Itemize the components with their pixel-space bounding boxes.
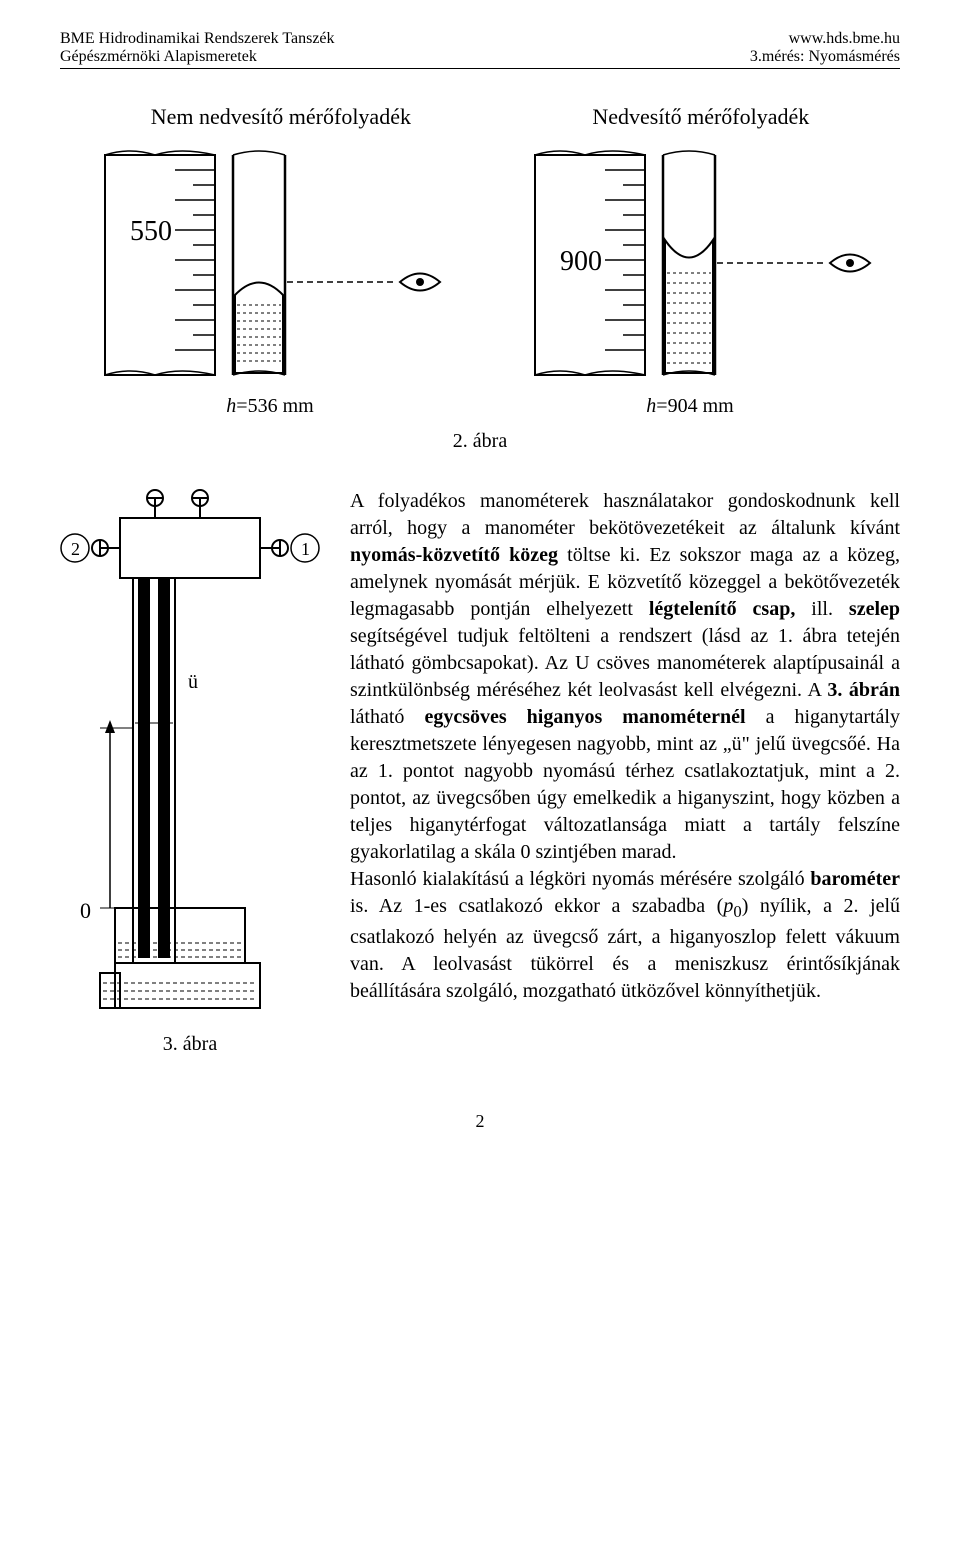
fig3-block: 2 1 ü (60, 488, 320, 1056)
column-headings: Nem nedvesítő mérőfolyadék Nedvesítő mér… (60, 104, 900, 130)
scale-value-550: 550 (130, 216, 172, 247)
fig2-images: 550 (60, 145, 900, 385)
doc-header-line2: Gépészmérnöki Alapismeretek 3.mérés: Nyo… (60, 48, 900, 66)
h-left: h=536 mm (226, 395, 313, 418)
scale-value-900: 900 (560, 246, 602, 277)
paragraph-2: Hasonló kialakítású a légköri nyomás mér… (350, 866, 900, 1005)
header-left-bottom: Gépészmérnöki Alapismeretek (60, 48, 257, 66)
node-2-label: 2 (71, 539, 80, 559)
wetting-meniscus-diagram: 900 (505, 145, 885, 385)
header-left-top: BME Hidrodinamikai Rendszerek Tanszék (60, 30, 335, 48)
fig3-caption: 3. ábra (60, 1033, 320, 1056)
fig3-and-body: 2 1 ü (60, 488, 900, 1056)
heading-wetting: Nedvesítő mérőfolyadék (592, 104, 809, 130)
tube-u-label: ü (188, 671, 198, 693)
paragraph-1: A folyadékos manométerek használatakor g… (350, 488, 900, 866)
doc-header-line1: BME Hidrodinamikai Rendszerek Tanszék ww… (60, 30, 900, 48)
nonwetting-meniscus-diagram: 550 (75, 145, 455, 385)
zero-label: 0 (80, 898, 91, 923)
header-right-bottom: 3.mérés: Nyomásmérés (750, 48, 900, 66)
single-tube-manometer-diagram: 2 1 ü (60, 488, 320, 1018)
h-value-row: h=536 mm h=904 mm (60, 395, 900, 418)
page-number: 2 (60, 1111, 900, 1132)
node-1-label: 1 (301, 539, 310, 559)
fig2-caption: 2. ábra (60, 430, 900, 453)
heading-nonwetting: Nem nedvesítő mérőfolyadék (151, 104, 411, 130)
header-right-top: www.hds.bme.hu (789, 30, 900, 48)
body-paragraphs: A folyadékos manométerek használatakor g… (350, 488, 900, 1005)
header-rule (60, 68, 900, 69)
h-right: h=904 mm (646, 395, 733, 418)
